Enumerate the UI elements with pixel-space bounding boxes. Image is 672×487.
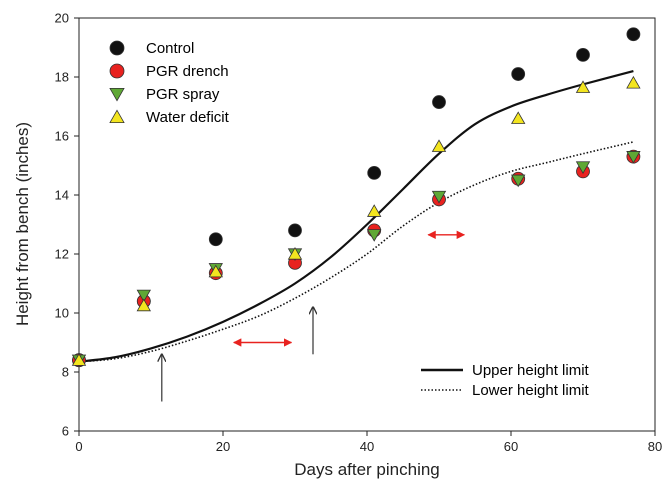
x-tick-label: 60: [504, 439, 518, 454]
y-tick-label: 14: [55, 188, 69, 203]
data-point: [576, 47, 590, 62]
legend-label: PGR drench: [146, 63, 229, 80]
y-tick-label: 10: [55, 306, 69, 321]
data-point: [367, 165, 382, 180]
data-point: [511, 67, 526, 81]
legend-label: Control: [146, 40, 194, 57]
data-point: [287, 247, 303, 260]
y-tick-label: 16: [55, 129, 69, 144]
x-tick-label: 20: [216, 439, 230, 454]
data-point: [431, 190, 447, 204]
data-point: [288, 223, 302, 238]
legend-label: Water deficit: [146, 109, 230, 126]
legend-marker: [109, 40, 125, 56]
x-tick-label: 0: [75, 439, 82, 454]
data-point: [511, 111, 526, 124]
data-point: [511, 174, 526, 188]
y-axis-title: Height from bench (inches): [13, 122, 32, 326]
data-point: [71, 353, 87, 366]
y-tick-label: 12: [55, 247, 69, 262]
data-point: [575, 80, 591, 93]
legend-label: Lower height limit: [472, 382, 590, 399]
y-tick-label: 8: [62, 365, 69, 380]
data-point: [136, 289, 151, 303]
data-point: [626, 27, 641, 42]
lower-limit-curve: [78, 141, 634, 363]
data-point: [208, 264, 223, 278]
legend-label: PGR spray: [146, 86, 220, 103]
data-point: [208, 232, 223, 247]
data-point: [367, 229, 382, 242]
y-tick-label: 18: [55, 70, 69, 85]
legend-marker: [109, 109, 125, 123]
y-tick-label: 6: [62, 424, 69, 439]
x-tick-label: 80: [648, 439, 662, 454]
data-point: [432, 95, 446, 109]
x-tick-label: 40: [360, 439, 374, 454]
legend-label: Upper height limit: [472, 362, 590, 379]
legend-marker: [109, 88, 125, 102]
data-point: [367, 204, 382, 217]
y-tick-label: 20: [55, 11, 69, 26]
data-point: [575, 161, 591, 174]
x-axis-title: Days after pinching: [294, 460, 440, 479]
data-point: [136, 298, 151, 312]
data-point: [431, 139, 447, 152]
legend-marker: [109, 63, 125, 79]
data-point: [626, 75, 641, 89]
upper-limit-curve: [78, 70, 634, 363]
data-point: [626, 151, 641, 164]
